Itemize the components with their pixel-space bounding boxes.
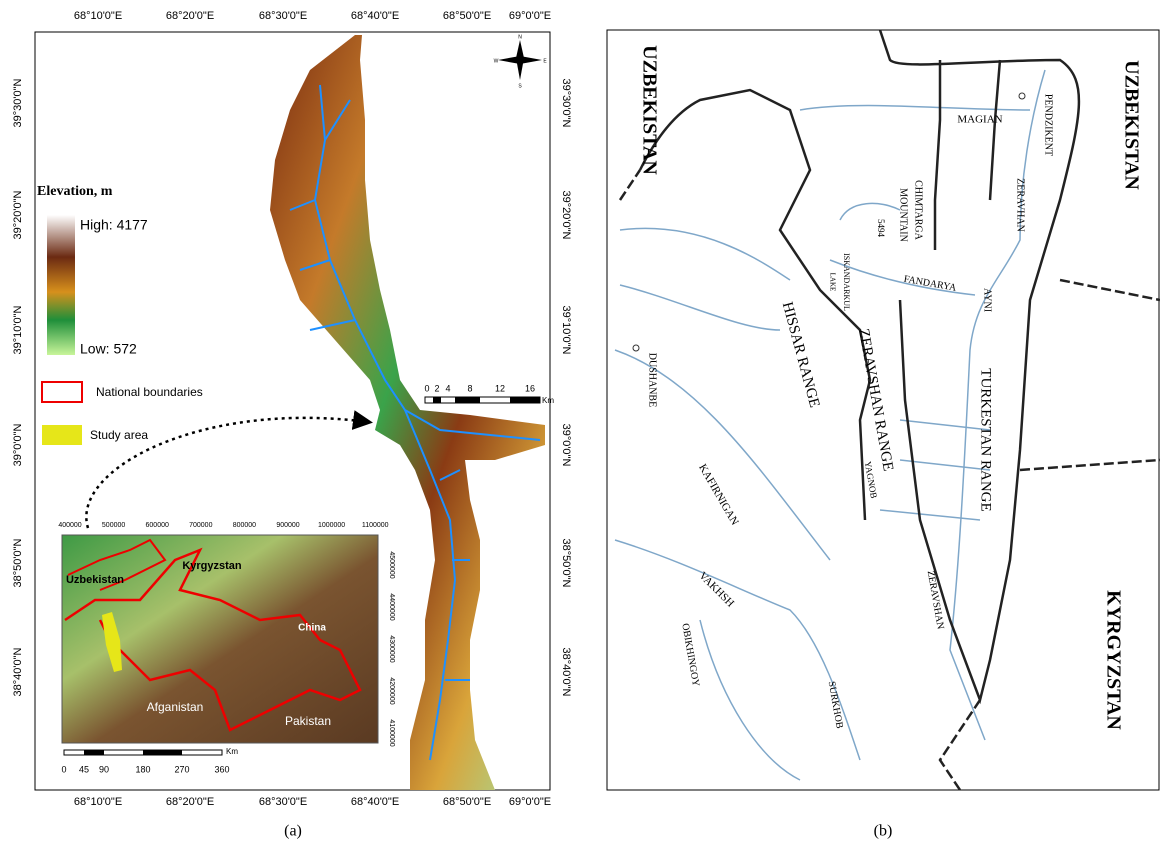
inset-scale-seg (143, 750, 182, 755)
inset-scale-unit: Km (226, 747, 238, 756)
place-label: 5494 (876, 219, 886, 238)
place-label: PENDZIKENT (1043, 94, 1054, 156)
place-label: UZBEKISTAN (638, 45, 660, 175)
inset-y-tick: 4200000 (388, 677, 395, 704)
place-label: KYRGYZSTAN (1102, 590, 1124, 730)
inset-scale-label: 180 (135, 764, 150, 774)
inset-y-tick: 4500000 (388, 551, 395, 578)
place-label: LAKE (828, 273, 836, 292)
inset-x-tick: 900000 (276, 522, 299, 529)
figure: 68°10'0"E 68°20'0"E 68°30'0"E 68°40'0"E 68°5… (0, 0, 1160, 852)
top-tick: 68°20'0"E (166, 10, 214, 22)
scale-seg (510, 397, 540, 403)
legend-low: Low: 572 (80, 341, 137, 357)
scale-label: 8 (467, 383, 472, 393)
scale-label: 0 (424, 383, 429, 393)
scale-seg (455, 397, 480, 403)
inset-x-tick: 1100000 (362, 522, 389, 529)
bottom-tick: 68°40'0"E (351, 796, 399, 808)
inset-y-tick: 4100000 (388, 719, 395, 746)
top-tick: 68°50'0"E (443, 10, 491, 22)
legend-study (42, 425, 82, 445)
compass-label: W (494, 58, 499, 64)
place-label: CHIMTARGA (913, 180, 924, 241)
country-label: Uzbekistan (66, 574, 124, 586)
left-tick: 39°30'0"N (12, 78, 24, 127)
inset-y-tick: 4300000 (388, 635, 395, 662)
inset-scale-label: 45 (79, 764, 89, 774)
legend-boundaries: National boundaries (96, 385, 203, 399)
place-label: MOUNTAIN (898, 188, 909, 242)
place-label: AYNI (982, 288, 993, 312)
country-label: China (298, 623, 326, 634)
bottom-tick: 68°20'0"E (166, 796, 214, 808)
inset-x-tick: 600000 (146, 522, 169, 529)
right-tick: 39°0'0"N (560, 424, 572, 467)
bottom-tick: 68°30'0"E (259, 796, 307, 808)
bottom-tick: 68°50'0"E (443, 796, 491, 808)
scale-label: 2 (434, 383, 439, 393)
scale-seg (433, 397, 441, 403)
scale-unit: Km (542, 396, 554, 405)
top-tick: 68°30'0"E (259, 10, 307, 22)
scale-label: 12 (495, 383, 505, 393)
top-tick: 69°0'0"E (509, 10, 551, 22)
legend-ramp (47, 215, 75, 355)
right-tick: 39°30'0"N (560, 79, 572, 128)
place-label: DUSHANBE (647, 353, 658, 407)
scale-label: 4 (445, 383, 450, 393)
right-tick: 39°10'0"N (560, 306, 572, 355)
legend-high: High: 4177 (80, 217, 148, 233)
right-tick: 38°40'0"N (560, 648, 572, 697)
inset-x-tick: 700000 (189, 522, 212, 529)
place-label: MAGIAN (957, 114, 1002, 126)
compass-label: N (518, 34, 522, 40)
scale-label: 16 (525, 383, 535, 393)
inset-scale-seg (84, 750, 104, 755)
legend-study: Study area (90, 428, 148, 442)
inset-y-tick: 4400000 (388, 593, 395, 620)
bottom-tick: 69°0'0"E (509, 796, 551, 808)
right-tick: 39°20'0"N (560, 191, 572, 240)
inset-scale-label: 0 (61, 764, 66, 774)
place-label: UZBEKISTAN (1120, 60, 1142, 190)
right-tick: 38°50'0"N (560, 539, 572, 588)
inset-x-tick: 800000 (233, 522, 256, 529)
left-tick: 38°50'0"N (12, 538, 24, 587)
top-tick: 68°40'0"E (351, 10, 399, 22)
place-label: ZERAVHAN (1015, 178, 1026, 232)
left-tick: 39°10'0"N (12, 305, 24, 354)
bottom-tick: 68°10'0"E (74, 796, 122, 808)
left-tick: 39°20'0"N (12, 190, 24, 239)
inset-scale-label: 90 (99, 764, 109, 774)
caption-a: (a) (284, 823, 302, 840)
caption-b: (b) (874, 823, 893, 840)
inset-x-tick: 1000000 (318, 522, 345, 529)
country-label: Kyrgyzstan (182, 560, 242, 572)
inset-scale-label: 270 (174, 764, 189, 774)
country-label: Afganistan (147, 700, 204, 714)
place-label: ISKANDARKUL (842, 253, 851, 311)
inset-scale-label: 360 (214, 764, 229, 774)
place-label: TURKESTAN RANGE (978, 368, 994, 511)
country-label: Pakistan (285, 714, 331, 728)
top-tick: 68°10'0"E (74, 10, 122, 22)
left-tick: 39°0'0"N (12, 424, 24, 467)
inset-x-tick: 400000 (58, 522, 81, 529)
left-tick: 38°40'0"N (12, 647, 24, 696)
legend-title: Elevation, m (37, 184, 113, 199)
inset-x-tick: 500000 (102, 522, 125, 529)
